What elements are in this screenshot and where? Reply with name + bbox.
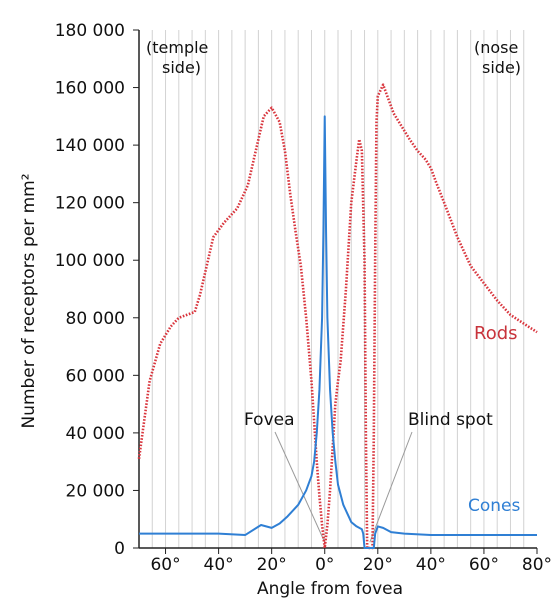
x-tick-label: 60° bbox=[150, 555, 180, 575]
nose-side-label-line1: (nose bbox=[474, 38, 518, 57]
x-axis-ticks: 60° 40° 20° 0° 20° 40° 60° 80° bbox=[150, 548, 552, 575]
cones-legend-label: Cones bbox=[468, 496, 521, 516]
x-tick-label: 20° bbox=[363, 555, 393, 575]
y-tick-label: 100 000 bbox=[55, 251, 125, 271]
y-tick-label: 20 000 bbox=[66, 481, 125, 501]
temple-side-label-line1: (temple bbox=[146, 38, 208, 57]
vertical-gridlines bbox=[151, 30, 525, 548]
series-line-cones bbox=[139, 115, 537, 549]
y-tick-label: 160 000 bbox=[55, 79, 125, 99]
callout-lines bbox=[274, 431, 413, 543]
x-tick-label: 40° bbox=[204, 555, 234, 575]
y-tick-label: 40 000 bbox=[66, 424, 125, 444]
fovea-callout-line bbox=[274, 431, 326, 543]
rods-legend-label: Rods bbox=[474, 323, 518, 344]
y-axis-ticks: 0 20 000 40 000 60 000 80 000 100 000 120 000 1… bbox=[55, 21, 139, 559]
series-line-rods bbox=[137, 83, 538, 550]
nose-side-label-line2: side) bbox=[482, 58, 521, 77]
x-tick-label: 60° bbox=[469, 555, 499, 575]
x-tick-label: 40° bbox=[416, 555, 446, 575]
y-tick-label: 140 000 bbox=[55, 136, 125, 156]
fovea-annotation: Fovea bbox=[244, 410, 295, 430]
x-tick-label: 0° bbox=[315, 555, 334, 575]
y-tick-label: 80 000 bbox=[66, 309, 125, 329]
x-tick-label: 20° bbox=[257, 555, 287, 575]
y-tick-label: 180 000 bbox=[55, 21, 125, 41]
y-tick-label: 0 bbox=[114, 539, 125, 559]
blind-spot-annotation: Blind spot bbox=[408, 410, 493, 430]
x-axis-label: Angle from fovea bbox=[257, 579, 403, 599]
temple-side-label-line2: side) bbox=[162, 58, 201, 77]
x-tick-label: 80° bbox=[522, 555, 552, 575]
y-axis-label: Number of receptors per mm² bbox=[19, 173, 39, 428]
y-tick-label: 120 000 bbox=[55, 194, 125, 214]
data-series bbox=[137, 83, 538, 550]
blind-spot-callout-line bbox=[369, 431, 413, 543]
axes bbox=[138, 30, 537, 549]
y-tick-label: 60 000 bbox=[66, 366, 125, 386]
